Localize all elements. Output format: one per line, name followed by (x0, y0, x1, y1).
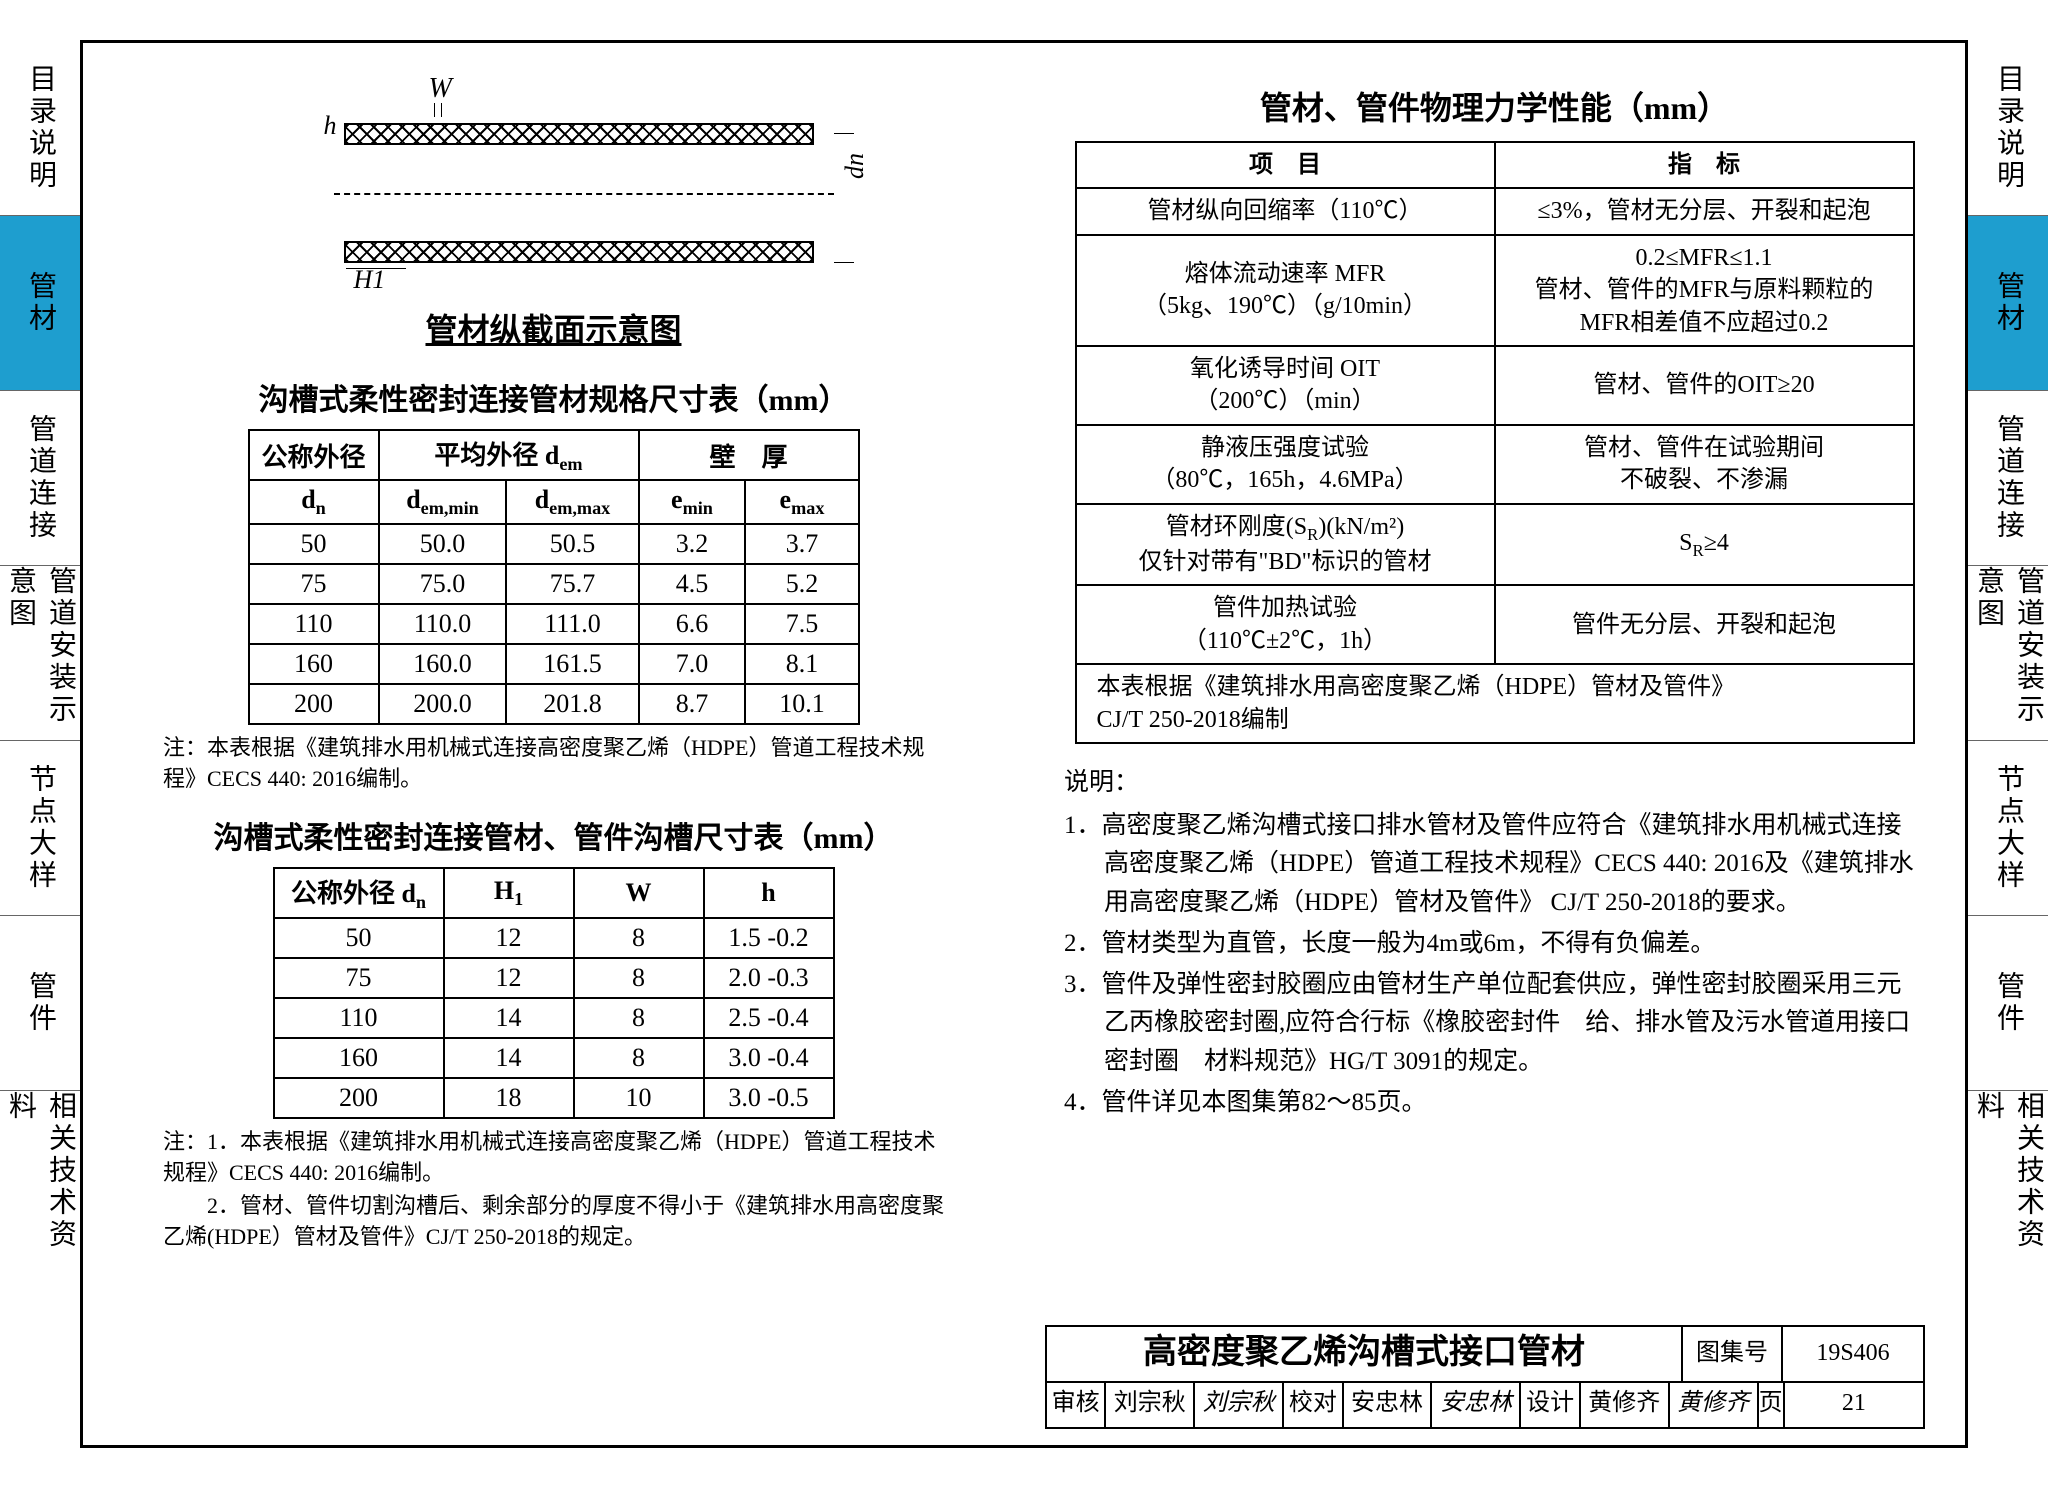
left-column: W h dn H1 管材纵截面示意图 沟槽式柔性密封连接管材规格尺寸表（mm） … (83, 43, 1024, 1445)
tab-r-pipe[interactable]: 管材 (1968, 215, 2048, 390)
groove-note-2: 2．管材、管件切割沟槽后、剩余部分的厚度不得小于《建筑排水用高密度聚乙烯(HDP… (163, 1191, 944, 1253)
pipe-section-diagram: W h dn H1 (244, 73, 864, 293)
explain-item-3: 3．管件及弹性密封胶圈应由管材生产单位配套供应，弹性密封胶圈采用三元乙丙橡胶密封… (1064, 966, 1925, 1082)
code-label: 图集号 (1683, 1327, 1783, 1381)
explain-item-1: 1．高密度聚乙烯沟槽式接口排水管材及管件应符合《建筑排水用机械式连接高密度聚乙烯… (1064, 807, 1925, 923)
groove-note-1: 注：1．本表根据《建筑排水用机械式连接高密度聚乙烯（HDPE）管道工程技术规程》… (163, 1127, 944, 1189)
tab-fittings[interactable]: 管件 (0, 915, 80, 1090)
dim-label-dn: dn (840, 153, 870, 179)
performance-table: 项 目指 标管材纵向回缩率（110℃）≤3%，管材无分层、开裂和起泡熔体流动速率… (1075, 141, 1915, 744)
tab-pipe[interactable]: 管材 (0, 215, 80, 390)
tab-toc[interactable]: 目录说明 (0, 40, 80, 215)
groove-table-title: 沟槽式柔性密封连接管材、管件沟槽尺寸表（mm） (123, 813, 984, 857)
performance-title: 管材、管件物理力学性能（mm） (1075, 83, 1915, 129)
tab-r-install[interactable]: 管道安装示意图 (1968, 565, 2048, 740)
tab-r-related[interactable]: 相关技术资料 (1968, 1090, 2048, 1265)
title-block: 高密度聚乙烯沟槽式接口管材 图集号 19S406 审核刘宗秋刘宗秋校对安忠林安忠… (1045, 1325, 1925, 1429)
diagram-title: 管材纵截面示意图 (123, 305, 984, 351)
spec-table-note: 注：本表根据《建筑排水用机械式连接高密度聚乙烯（HDPE）管道工程技术规程》CE… (163, 733, 944, 795)
tab-nodes[interactable]: 节点大样 (0, 740, 80, 915)
groove-table: 公称外径 dnH1Wh501281.5 -0.2751282.0 -0.3110… (273, 867, 835, 1119)
drawing-frame: W h dn H1 管材纵截面示意图 沟槽式柔性密封连接管材规格尺寸表（mm） … (80, 40, 1968, 1448)
explain-head: 说明： (1064, 764, 1925, 803)
left-tabs: 目录说明 管材 管道连接 管道安装示意图 节点大样 管件 相关技术资料 (0, 40, 80, 1265)
performance-block: 管材、管件物理力学性能（mm） 项 目指 标管材纵向回缩率（110℃）≤3%，管… (1075, 83, 1915, 744)
tab-r-toc[interactable]: 目录说明 (1968, 40, 2048, 215)
explanation: 说明： 1．高密度聚乙烯沟槽式接口排水管材及管件应符合《建筑排水用机械式连接高密… (1064, 764, 1925, 1123)
drawing-title: 高密度聚乙烯沟槽式接口管材 (1047, 1327, 1683, 1381)
tab-related[interactable]: 相关技术资料 (0, 1090, 80, 1265)
spec-table: 公称外径平均外径 dem壁 厚dndem,mindem,maxeminemax5… (248, 429, 860, 725)
tab-r-fittings[interactable]: 管件 (1968, 915, 2048, 1090)
explain-item-4: 4．管件详见本图集第82～85页。 (1064, 1084, 1925, 1123)
tab-install[interactable]: 管道安装示意图 (0, 565, 80, 740)
dim-label-h1: H1 (354, 265, 386, 295)
tab-r-nodes[interactable]: 节点大样 (1968, 740, 2048, 915)
right-tabs: 目录说明 管材 管道连接 管道安装示意图 节点大样 管件 相关技术资料 (1968, 40, 2048, 1265)
code-value: 19S406 (1783, 1327, 1923, 1381)
dim-label-h: h (324, 111, 337, 141)
spec-table-title: 沟槽式柔性密封连接管材规格尺寸表（mm） (123, 375, 984, 419)
tab-connection[interactable]: 管道连接 (0, 390, 80, 565)
tab-r-connection[interactable]: 管道连接 (1968, 390, 2048, 565)
right-column: 管材、管件物理力学性能（mm） 项 目指 标管材纵向回缩率（110℃）≤3%，管… (1024, 43, 1965, 1445)
explain-item-2: 2．管材类型为直管，长度一般为4m或6m，不得有负偏差。 (1064, 925, 1925, 964)
dim-label-w: W (429, 73, 452, 105)
